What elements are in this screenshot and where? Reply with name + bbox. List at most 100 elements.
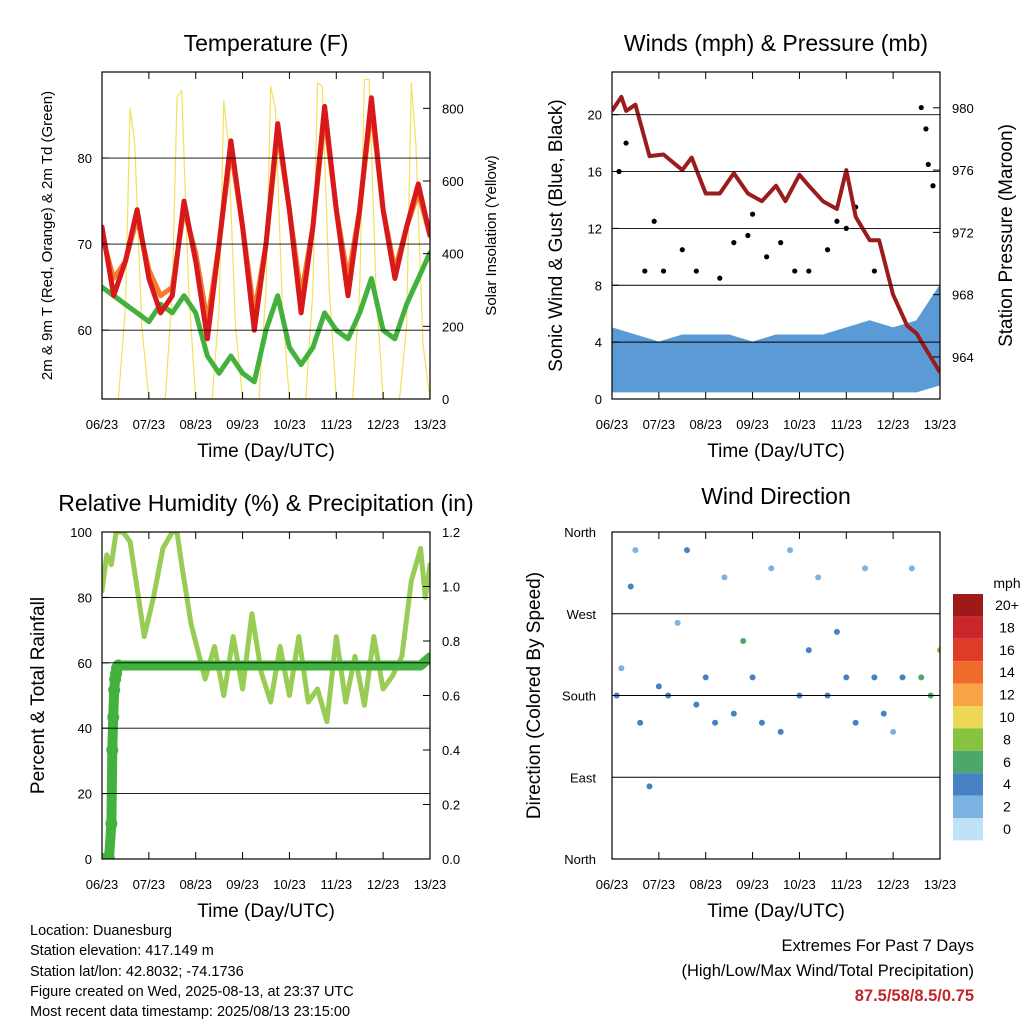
y-tick-label: North [564, 852, 596, 867]
x-tick-label: 12/23 [877, 877, 910, 892]
x-tick-label: 09/23 [736, 417, 769, 432]
extremes-subtitle: (High/Low/Max Wind/Total Precipitation) [681, 962, 974, 980]
y2-tick-label: 980 [952, 101, 974, 116]
legend-label: 10 [999, 709, 1015, 725]
y2-tick-label: 1.2 [442, 525, 460, 540]
direction-point [768, 565, 775, 572]
rainfall-point [103, 853, 116, 859]
series-line-2m-t [102, 95, 430, 342]
y-tick-label: West [567, 607, 597, 622]
y-axis-label: Sonic Wind & Gust (Blue, Black) [546, 99, 567, 371]
direction-point [758, 719, 765, 726]
direction-point [937, 647, 940, 654]
legend-swatch [953, 773, 983, 796]
gust-point [792, 268, 798, 274]
direction-point [702, 674, 709, 681]
chart-title: Relative Humidity (%) & Precipitation (i… [58, 490, 473, 516]
direction-point [740, 638, 747, 644]
y-tick-label: 20 [78, 787, 92, 802]
y-tick-label: 0 [595, 392, 602, 407]
direction-point [843, 674, 850, 681]
gust-point [834, 218, 840, 224]
x-tick-label: 06/23 [596, 417, 629, 432]
y-tick-label: North [564, 525, 596, 540]
x-tick-label: 13/23 [924, 877, 957, 892]
panel-2: Winds (mph) & Pressure (mb) Time (Day/UTC… [546, 30, 1017, 462]
legend-swatch [953, 661, 983, 684]
gust-point [693, 268, 699, 274]
direction-point [815, 574, 822, 581]
x-tick-label: 11/23 [830, 877, 862, 892]
y-tick-label: East [570, 770, 596, 785]
plot-area [102, 78, 430, 399]
y2-tick-label: 0.2 [442, 798, 460, 813]
x-tick-label: 06/23 [596, 877, 629, 892]
y2-tick-label: 600 [442, 174, 464, 189]
extremes-summary: Extremes For Past 7 Days (High/Low/Max W… [681, 934, 974, 1009]
legend-swatch [953, 728, 983, 751]
legend-swatch [953, 683, 983, 706]
y-tick-label: 0 [85, 852, 92, 867]
plot-frame [611, 531, 941, 860]
extremes-title: Extremes For Past 7 Days [781, 937, 974, 955]
direction-point [693, 701, 700, 708]
extremes-value: 87.5/58/8.5/0.75 [854, 987, 974, 1005]
gust-point [679, 247, 685, 253]
legend-swatch [953, 818, 983, 841]
gust-point [918, 104, 924, 111]
x-tick-label: 07/23 [643, 877, 676, 892]
direction-point [908, 565, 915, 572]
latlon-text: Station lat/lon: 42.8032; -74.1736 [30, 963, 244, 980]
direction-point [787, 547, 794, 554]
x-tick-label: 12/23 [877, 417, 910, 432]
gust-point [717, 275, 723, 281]
x-tick-label: 08/23 [689, 417, 722, 432]
gust-point [824, 247, 831, 253]
direction-point [918, 674, 925, 681]
x-tick-label: 13/23 [414, 877, 447, 892]
y2-axis-label: Station Pressure (Maroon) [996, 124, 1017, 347]
rainfall-point [105, 817, 118, 830]
x-tick-label: 08/23 [179, 877, 212, 892]
y2-tick-label: 0.0 [442, 852, 460, 867]
x-axis-label: Time (Day/UTC) [707, 441, 845, 462]
direction-point [637, 719, 644, 726]
direction-point [618, 665, 625, 672]
direction-point [880, 710, 887, 717]
recent-text: Most recent data timestamp: 2025/08/13 2… [30, 1004, 351, 1021]
legend-label: 8 [1003, 731, 1011, 747]
y2-tick-label: 964 [952, 350, 974, 365]
chart-title: Winds (mph) & Pressure (mb) [624, 30, 928, 56]
gust-point [745, 232, 751, 239]
x-tick-label: 07/23 [133, 877, 166, 892]
speed-legend: mph 20+ 18 16 14 12 10 8 6 4 2 0 [953, 575, 1021, 841]
legend-label: 4 [1003, 776, 1011, 792]
x-axis-label: Time (Day/UTC) [197, 441, 335, 462]
y2-tick-label: 968 [952, 288, 974, 303]
gust-point [925, 161, 931, 168]
legend-swatch [953, 750, 983, 774]
legend-swatch [953, 795, 983, 818]
rainfall-point [108, 684, 121, 697]
created-text: Figure created on Wed, 2025-08-13, at 23… [30, 983, 354, 1000]
plot-area [102, 532, 430, 859]
y2-tick-label: 1.0 [442, 580, 460, 595]
direction-point [674, 619, 681, 626]
y-axis-label: Percent & Total Rainfall [28, 597, 49, 794]
panel-1: Temperature (F) Time (Day/UTC) 2m & 9m T (… [39, 30, 500, 462]
y-tick-label: 8 [595, 278, 602, 293]
y2-tick-label: 0.6 [442, 689, 460, 704]
rainfall-point [112, 659, 125, 672]
y-tick-label: 40 [78, 721, 92, 736]
gust-point [651, 218, 657, 224]
sonic-wind-band [612, 284, 940, 393]
x-tick-label: 10/23 [273, 417, 306, 432]
y-axis-label: Direction (Colored By Speed) [524, 572, 545, 819]
direction-point [852, 719, 859, 726]
x-tick-label: 06/23 [86, 417, 119, 432]
legend-title: mph [993, 575, 1020, 591]
y-axis-label: 2m & 9m T (Red, Orange) & 2m Td (Green) [39, 91, 56, 380]
y-tick-label: 16 [588, 165, 602, 180]
x-tick-label: 11/23 [320, 877, 352, 892]
legend-swatch [953, 616, 983, 639]
